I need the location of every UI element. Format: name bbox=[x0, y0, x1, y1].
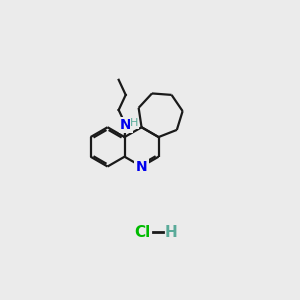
Text: H: H bbox=[130, 118, 139, 128]
Text: Cl: Cl bbox=[134, 225, 150, 240]
Text: N: N bbox=[136, 160, 147, 173]
Text: H: H bbox=[165, 225, 178, 240]
Text: N: N bbox=[120, 118, 131, 132]
